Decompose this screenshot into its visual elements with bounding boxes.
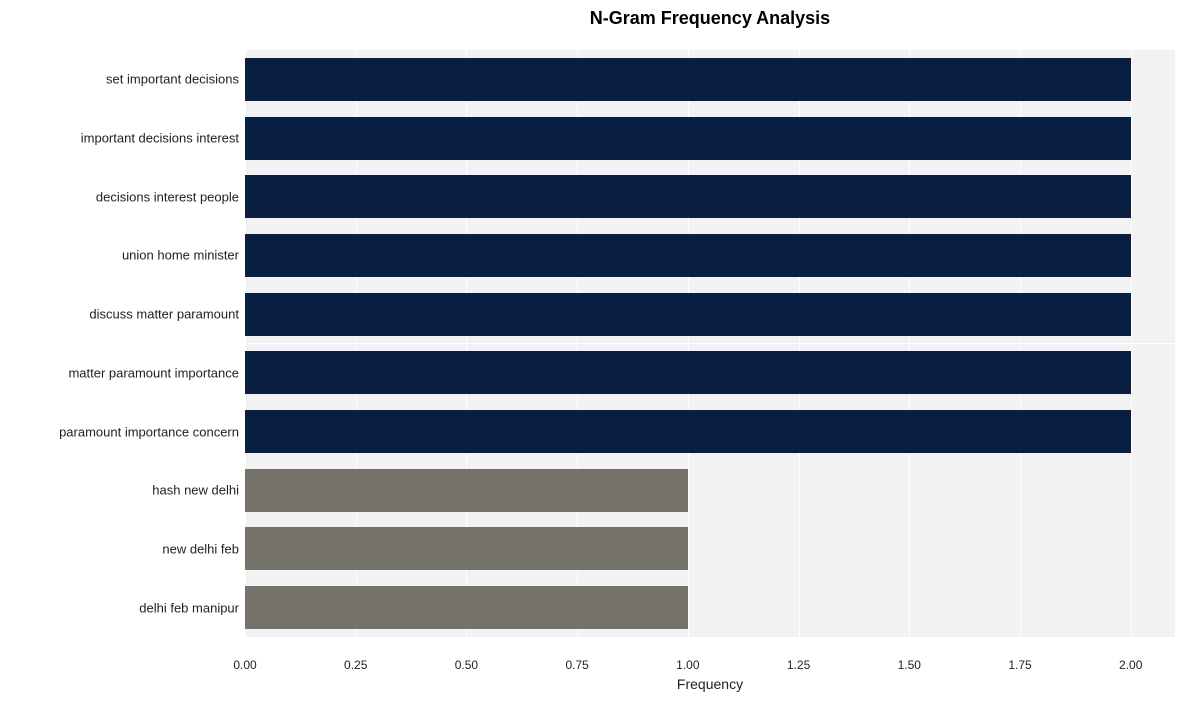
bar [245, 58, 1131, 101]
y-tick-label: decisions interest people [0, 189, 239, 204]
bar [245, 410, 1131, 453]
y-tick-label: discuss matter paramount [0, 307, 239, 322]
x-tick-label: 0.25 [344, 658, 367, 672]
y-tick-label: paramount importance concern [0, 424, 239, 439]
bar [245, 586, 688, 629]
bar [245, 351, 1131, 394]
y-tick-label: hash new delhi [0, 483, 239, 498]
x-tick-label: 0.75 [565, 658, 588, 672]
y-tick-label: important decisions interest [0, 131, 239, 146]
gridline [1131, 36, 1132, 651]
y-tick-label: delhi feb manipur [0, 600, 239, 615]
x-axis-label: Frequency [245, 676, 1175, 692]
y-tick-label: union home minister [0, 248, 239, 263]
chart-title: N-Gram Frequency Analysis [245, 8, 1175, 29]
bar [245, 175, 1131, 218]
x-tick-label: 1.75 [1008, 658, 1031, 672]
bar [245, 293, 1131, 336]
bar [245, 527, 688, 570]
plot-area [245, 36, 1175, 651]
y-tick-label: set important decisions [0, 72, 239, 87]
x-tick-label: 1.50 [898, 658, 921, 672]
x-tick-label: 0.00 [233, 658, 256, 672]
y-tick-label: new delhi feb [0, 541, 239, 556]
bar [245, 469, 688, 512]
bar [245, 234, 1131, 277]
ngram-frequency-chart: N-Gram Frequency Analysis Frequency set … [0, 0, 1185, 701]
x-tick-label: 2.00 [1119, 658, 1142, 672]
y-tick-label: matter paramount importance [0, 365, 239, 380]
x-tick-label: 1.25 [787, 658, 810, 672]
x-tick-label: 1.00 [676, 658, 699, 672]
x-tick-label: 0.50 [455, 658, 478, 672]
bar [245, 117, 1131, 160]
